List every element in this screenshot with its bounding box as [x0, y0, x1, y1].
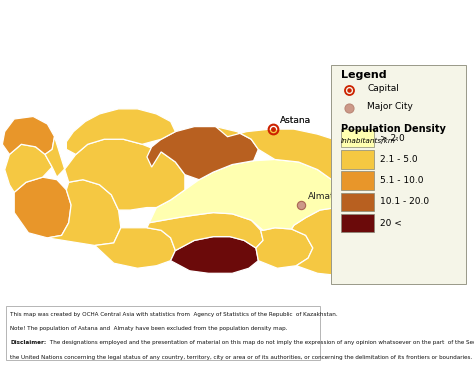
Polygon shape: [292, 208, 398, 276]
Text: 20 <: 20 <: [380, 219, 401, 228]
FancyBboxPatch shape: [6, 306, 320, 360]
Polygon shape: [147, 212, 263, 250]
Polygon shape: [95, 228, 175, 268]
Text: 2.1 - 5.0: 2.1 - 5.0: [380, 155, 418, 164]
Text: OCHA: OCHA: [341, 12, 412, 32]
Text: Major City: Major City: [367, 102, 413, 111]
Text: Astana: Astana: [280, 116, 311, 125]
Text: Population Density: Population Density: [341, 124, 446, 134]
FancyBboxPatch shape: [341, 214, 374, 233]
Text: Inhabitants/km²: Inhabitants/km²: [341, 137, 399, 144]
Polygon shape: [2, 116, 55, 154]
Text: Disclaimer:: Disclaimer:: [10, 341, 46, 345]
FancyBboxPatch shape: [341, 171, 374, 190]
Polygon shape: [47, 180, 121, 246]
Polygon shape: [216, 127, 379, 195]
Text: Astana: Astana: [280, 116, 311, 125]
Text: 10.1 - 20.0: 10.1 - 20.0: [380, 197, 429, 206]
FancyBboxPatch shape: [341, 150, 374, 169]
FancyBboxPatch shape: [331, 65, 466, 284]
Text: 5.1 - 10.0: 5.1 - 10.0: [380, 176, 423, 185]
FancyBboxPatch shape: [341, 129, 374, 147]
Polygon shape: [5, 144, 52, 192]
Text: Legend: Legend: [341, 70, 386, 80]
Polygon shape: [14, 177, 71, 238]
Text: The designations employed and the presentation of material on this map do not im: The designations employed and the presen…: [47, 341, 474, 345]
Polygon shape: [149, 160, 341, 230]
Polygon shape: [45, 137, 185, 210]
Text: > 2.0: > 2.0: [380, 134, 404, 143]
Text: Sub-regional office Central Asia: Sub-regional office Central Asia: [341, 30, 463, 39]
Text: Kazakhstan - population density: Kazakhstan - population density: [6, 11, 299, 26]
Polygon shape: [171, 237, 258, 273]
Text: Almaty: Almaty: [308, 192, 340, 201]
Text: 16 December 2009: 16 December 2009: [6, 28, 106, 38]
FancyBboxPatch shape: [341, 193, 374, 211]
Text: the United Nations concerning the legal status of any country, territory, city o: the United Nations concerning the legal …: [10, 355, 473, 360]
Text: Note! The population of Astana and  Almaty have been excluded from the populatio: Note! The population of Astana and Almat…: [10, 326, 288, 331]
Text: This map was created by OCHA Central Asia with statistics from  Agency of Statis: This map was created by OCHA Central Asi…: [10, 312, 338, 316]
Polygon shape: [66, 109, 175, 154]
Text: Capital: Capital: [367, 84, 399, 93]
Polygon shape: [256, 228, 313, 268]
Polygon shape: [147, 127, 258, 180]
